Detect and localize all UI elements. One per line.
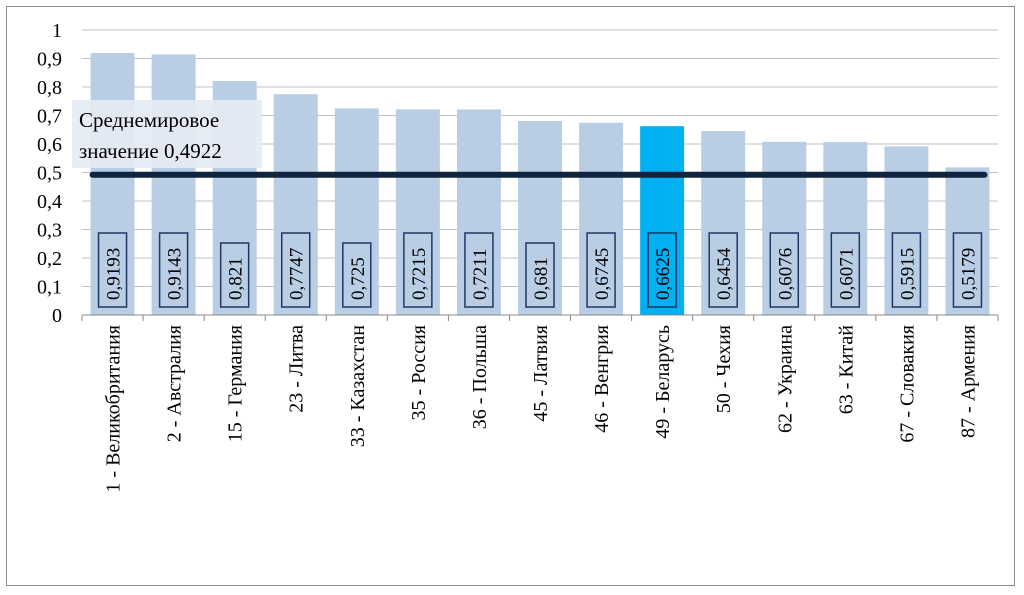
- data-label-box: [952, 232, 983, 308]
- category-label: 2 - Австралия: [164, 325, 186, 442]
- data-label: 0,7211: [464, 232, 494, 308]
- data-label-text: 0,7215: [409, 248, 430, 300]
- data-label-text: 0,5915: [897, 248, 918, 300]
- y-tick-label: 0,2: [37, 248, 62, 270]
- data-label: 0,9193: [97, 232, 128, 308]
- data-label: 0,6745: [586, 232, 616, 308]
- data-label-box: [769, 232, 800, 308]
- data-label-box: [403, 232, 433, 308]
- y-axis-tick-labels: 0 0,1 0,2 0,3 0,4 0,5 0,6 0,7 0,8 0,9 1: [37, 20, 62, 327]
- category-label: 63 - Китай: [835, 325, 857, 415]
- callout-line-2: значение 0,4922: [79, 139, 222, 163]
- data-label-text: 0,9143: [165, 248, 186, 300]
- data-label: 0,681: [525, 242, 555, 308]
- y-tick-label: 1: [52, 20, 62, 42]
- data-label-box: [219, 242, 250, 308]
- y-tick-label: 0,1: [37, 277, 62, 299]
- category-label: 15 - Германия: [225, 325, 247, 442]
- data-label-box: [280, 232, 311, 308]
- category-label: 33 - Казахстан: [347, 325, 369, 448]
- category-label: 36 - Польша: [469, 325, 491, 429]
- y-tick-label: 0,5: [37, 163, 62, 185]
- data-label-box: [586, 232, 616, 308]
- data-label-box: [891, 232, 922, 308]
- data-label-text: 0,725: [348, 257, 369, 300]
- data-label-box: [342, 242, 372, 308]
- y-tick-label: 0,4: [37, 191, 62, 213]
- x-axis: [81, 314, 999, 321]
- data-label: 0,6076: [769, 232, 800, 308]
- category-label: 50 - Чехия: [713, 325, 735, 413]
- data-label-text: 0,6076: [775, 248, 796, 300]
- data-label-box: [830, 232, 861, 308]
- category-label: 46 - Венгрия: [591, 325, 613, 433]
- data-label-text: 0,6454: [714, 247, 735, 300]
- data-label-text: 0,6625: [653, 248, 674, 300]
- y-tick-label: 0,6: [37, 134, 62, 156]
- data-label: 0,7215: [403, 232, 433, 308]
- category-label: 1 - Великобритания: [103, 325, 125, 493]
- data-label: 0,9143: [158, 232, 189, 308]
- data-label-box: [647, 232, 677, 308]
- category-label: 67 - Словакия: [896, 325, 918, 443]
- category-label: 87 - Армения: [957, 325, 979, 438]
- category-label: 45 - Латвия: [530, 325, 552, 422]
- category-label: 35 - Россия: [408, 325, 430, 420]
- data-label: 0,5915: [891, 232, 922, 308]
- data-label-box: [464, 232, 494, 308]
- data-label-text: 0,5179: [958, 248, 979, 300]
- data-labels: 0,9193 0,9143 0,821 0,7747 0,725 0,7215 0,7211…: [97, 232, 983, 308]
- callout-box: [72, 100, 262, 168]
- category-label: 23 - Литва: [286, 325, 308, 413]
- category-label: 62 - Украина: [774, 325, 796, 433]
- data-label: 0,7747: [280, 232, 311, 308]
- y-tick-label: 0: [52, 305, 62, 327]
- data-label-box: [158, 232, 189, 308]
- data-label-text: 0,6071: [836, 248, 857, 300]
- category-labels: 1 - Великобритания 2 - Австралия 15 - Герм…: [103, 325, 980, 493]
- data-label-box: [97, 232, 128, 308]
- y-tick-label: 0,7: [37, 106, 62, 128]
- callout-line-1: Среднемировое: [79, 108, 219, 132]
- data-label-box: [708, 232, 738, 308]
- data-label-text: 0,7211: [470, 248, 491, 300]
- data-label-text: 0,681: [531, 257, 552, 300]
- data-label-text: 0,821: [226, 257, 247, 300]
- reference-callout: Среднемировое значение 0,4922: [72, 100, 262, 168]
- data-label: 0,821: [219, 242, 250, 308]
- data-label-text: 0,6745: [592, 248, 613, 300]
- y-tick-label: 0,3: [37, 220, 62, 242]
- data-label: 0,725: [342, 242, 372, 308]
- y-tick-label: 0,9: [37, 49, 62, 71]
- data-label: 0,5179: [952, 232, 983, 308]
- data-label: 0,6071: [830, 232, 861, 308]
- data-label-text: 0,9193: [104, 248, 125, 300]
- data-label: 0,6454: [708, 232, 738, 308]
- category-label: 49 - Беларусь: [652, 325, 674, 439]
- data-label-text: 0,7747: [287, 248, 308, 300]
- data-label-box: [525, 242, 555, 308]
- data-label: 0,6625: [647, 232, 677, 308]
- y-tick-label: 0,8: [37, 77, 62, 99]
